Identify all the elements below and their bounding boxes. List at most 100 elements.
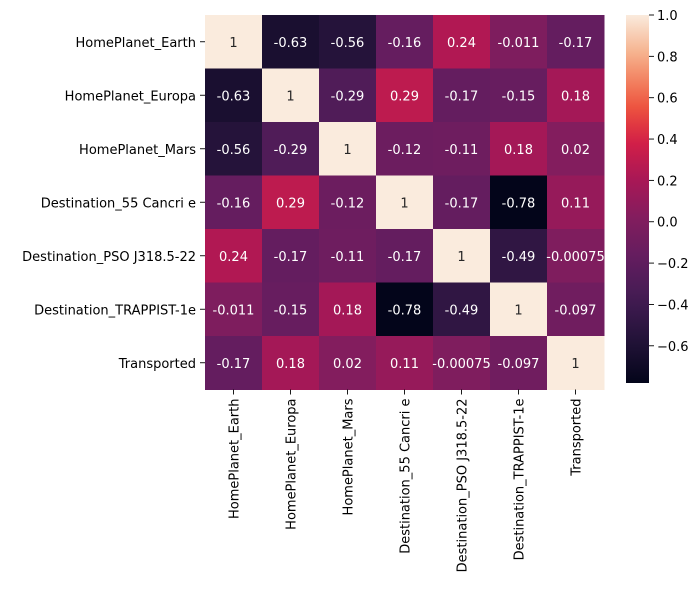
- heatmap-cell-r2-c1: [262, 122, 320, 176]
- y-tick-label-homeplanet-europa: HomePlanet_Europa: [65, 89, 196, 104]
- cell-label-r5-c5: 1: [514, 303, 522, 318]
- colorbar-tick-label-6: −0.2: [657, 257, 689, 272]
- heatmap-cells: [205, 15, 605, 390]
- cell-label-r6-c5: -0.097: [498, 357, 540, 372]
- cell-label-r2-c5: 0.18: [504, 143, 533, 158]
- heatmap-cell-r1-c2: [319, 68, 377, 123]
- heatmap-cell-r4-c5: [490, 229, 548, 283]
- heatmap-cell-r6-c1: [262, 336, 320, 390]
- cell-label-r4-c1: -0.17: [274, 250, 308, 265]
- cell-label-r2-c6: 0.02: [561, 143, 590, 158]
- cell-label-r5-c0: -0.011: [213, 303, 255, 318]
- cell-label-r2-c1: -0.29: [274, 143, 308, 158]
- heatmap-cell-r6-c3: [376, 336, 434, 390]
- y-tick-label-homeplanet-mars: HomePlanet_Mars: [79, 143, 196, 158]
- heatmap-cell-r4-c3: [376, 229, 434, 283]
- cell-label-r3-c3: 1: [400, 196, 408, 211]
- x-tick-label-destination-55-cancri-e: Destination_55 Cancri e: [399, 399, 414, 554]
- heatmap-cell-r2-c6: [547, 122, 605, 176]
- heatmap-cell-r0-c0: [205, 15, 263, 69]
- heatmap-cell-r5-c4: [433, 282, 491, 337]
- heatmap-cell-r3-c0: [205, 175, 263, 230]
- heatmap-cell-r1-c1: [262, 68, 320, 123]
- cell-label-r6-c6: 1: [571, 357, 579, 372]
- cell-label-r6-c4: -0.00075: [432, 357, 490, 372]
- heatmap-cell-r6-c5: [490, 336, 548, 390]
- cell-label-r3-c4: -0.17: [445, 196, 479, 211]
- colorbar-tick-label-4: 0.2: [657, 174, 678, 189]
- x-tick-label-homeplanet-mars: HomePlanet_Mars: [342, 398, 357, 515]
- heatmap-cell-r4-c2: [319, 229, 377, 283]
- colorbar-tick-label-8: −0.6: [657, 340, 689, 355]
- heatmap-cell-r4-c4: [433, 229, 491, 283]
- y-tick-label-homeplanet-earth: HomePlanet_Earth: [75, 36, 196, 51]
- colorbar-tick-label-2: 0.6: [657, 92, 678, 107]
- heatmap-cell-r5-c1: [262, 282, 320, 337]
- cell-label-r5-c3: -0.78: [388, 303, 422, 318]
- heatmap-cell-r3-c5: [490, 175, 548, 230]
- heatmap-cell-r2-c0: [205, 122, 263, 176]
- cell-label-r3-c1: 0.29: [276, 196, 305, 211]
- cell-label-r0-c2: -0.56: [331, 36, 365, 51]
- cell-label-r1-c6: 0.18: [561, 89, 590, 104]
- cell-label-r0-c1: -0.63: [274, 36, 308, 51]
- heatmap-cell-r2-c5: [490, 122, 548, 176]
- heatmap-cell-r0-c6: [547, 15, 605, 69]
- cell-label-r6-c0: -0.17: [217, 357, 251, 372]
- colorbar-tick-label-1: 0.8: [657, 50, 678, 65]
- colorbar-tick-label-7: −0.4: [657, 298, 689, 313]
- heatmap-cell-r5-c3: [376, 282, 434, 337]
- cell-label-r4-c2: -0.11: [331, 250, 365, 265]
- cell-label-r2-c4: -0.11: [445, 143, 479, 158]
- heatmap-cell-r5-c2: [319, 282, 377, 337]
- cell-label-r1-c0: -0.63: [217, 89, 251, 104]
- heatmap-cell-r3-c6: [547, 175, 605, 230]
- cell-label-r1-c1: 1: [286, 89, 294, 104]
- heatmap-cell-r6-c0: [205, 336, 263, 390]
- cell-label-r0-c0: 1: [229, 36, 237, 51]
- colorbar-gradient: [626, 15, 649, 383]
- heatmap-cell-r2-c3: [376, 122, 434, 176]
- heatmap-cell-r4-c0: [205, 229, 263, 283]
- cell-label-r3-c5: -0.78: [502, 196, 536, 211]
- colorbar-tick-label-3: 0.4: [657, 133, 678, 148]
- cell-label-r3-c0: -0.16: [217, 196, 251, 211]
- heatmap-cell-r5-c5: [490, 282, 548, 337]
- cell-label-r6-c3: 0.11: [390, 357, 419, 372]
- x-tick-label-destination-pso-j318-5-22: Destination_PSO J318.5-22: [456, 399, 471, 573]
- heatmap-cell-r1-c6: [547, 68, 605, 123]
- heatmap-cell-r0-c2: [319, 15, 377, 69]
- heatmap-cell-labels: 1 -0.63 -0.56 -0.16 0.24 -0.011 -0.17 -0.63 1 -0.…: [213, 36, 605, 372]
- heatmap-cell-r3-c2: [319, 175, 377, 230]
- heatmap-cell-r6-c6: [547, 336, 605, 390]
- cell-label-r2-c2: 1: [343, 143, 351, 158]
- colorbar: 1.0 0.8 0.6 0.4 0.2 0.0 −0.2 −0.4 −0.6: [626, 9, 689, 383]
- y-tick-label-destination-trappist-1e: Destination_TRAPPIST-1e: [34, 303, 196, 318]
- cell-label-r5-c4: -0.49: [445, 303, 479, 318]
- y-tick-label-transported: Transported: [118, 357, 196, 372]
- x-tick-label-homeplanet-europa: HomePlanet_Europa: [285, 399, 300, 530]
- cell-label-r5-c6: -0.097: [555, 303, 597, 318]
- heatmap-cell-r2-c4: [433, 122, 491, 176]
- cell-label-r2-c0: -0.56: [217, 143, 251, 158]
- heatmap-cell-r3-c4: [433, 175, 491, 230]
- heatmap-cell-r1-c0: [205, 68, 263, 123]
- cell-label-r4-c4: 1: [457, 250, 465, 265]
- heatmap-cell-r6-c4: [433, 336, 491, 390]
- heatmap-cell-r2-c2: [319, 122, 377, 176]
- heatmap-cell-r1-c3: [376, 68, 434, 123]
- cell-label-r6-c1: 0.18: [276, 357, 305, 372]
- cell-label-r2-c3: -0.12: [388, 143, 422, 158]
- heatmap-cell-r1-c4: [433, 68, 491, 123]
- x-axis: HomePlanet_Earth HomePlanet_Europa HomePla…: [228, 389, 585, 573]
- cell-label-r1-c3: 0.29: [390, 89, 419, 104]
- heatmap-cell-r5-c0: [205, 282, 263, 337]
- cell-label-r6-c2: 0.02: [333, 357, 362, 372]
- cell-label-r4-c5: -0.49: [502, 250, 536, 265]
- cell-label-r0-c6: -0.17: [559, 36, 593, 51]
- heatmap-cell-r3-c3: [376, 175, 434, 230]
- x-tick-label-transported: Transported: [570, 399, 585, 477]
- y-axis: HomePlanet_Earth HomePlanet_Europa HomePla…: [22, 36, 205, 372]
- heatmap-cell-r3-c1: [262, 175, 320, 230]
